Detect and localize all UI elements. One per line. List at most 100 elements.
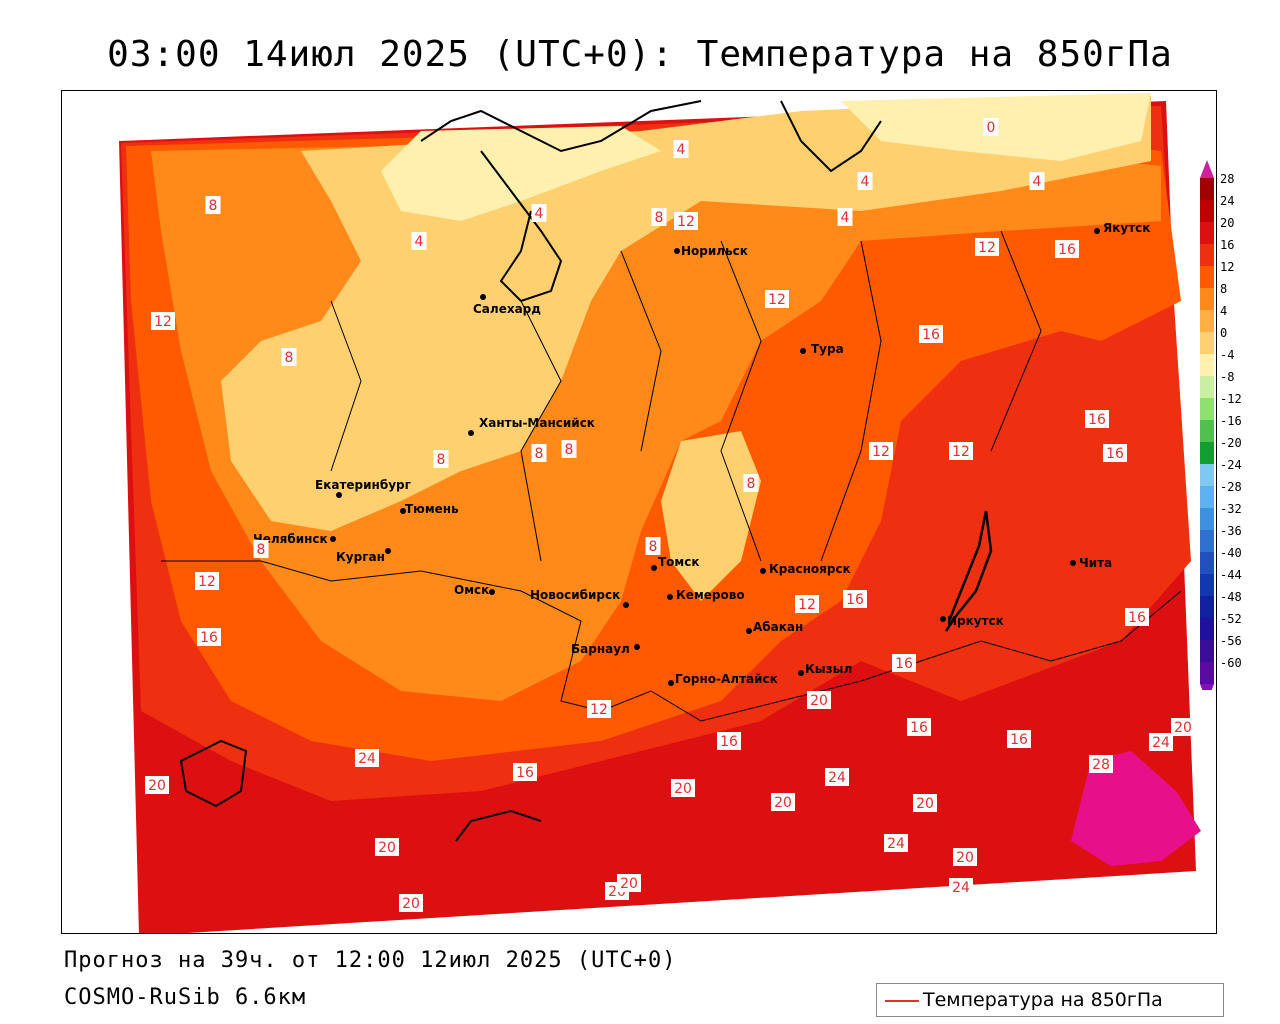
city-marker: Омск	[454, 583, 495, 597]
isotherm-label: 8	[743, 474, 759, 492]
city-marker: Тура	[800, 342, 844, 356]
city-marker: Тюмень	[400, 502, 459, 516]
isotherm-label-text: 16	[910, 720, 928, 736]
colorbar-segment	[1200, 266, 1214, 288]
city-dot	[800, 348, 806, 354]
isotherm-label: 12	[765, 290, 789, 308]
isotherm-label-text: 20	[1174, 720, 1192, 736]
city-label: Красноярск	[769, 562, 851, 576]
colorbar-tick-label: 0	[1220, 326, 1227, 340]
city-label: Томск	[658, 555, 700, 569]
isotherm-label: 8	[531, 444, 547, 462]
isotherm-label-bg	[375, 838, 399, 856]
isotherm-label-text: 4	[677, 142, 686, 158]
colorbar-segment	[1200, 310, 1214, 332]
isotherm-label-text: 4	[841, 210, 850, 226]
isotherm-label: 12	[949, 442, 973, 460]
city-dot	[634, 644, 640, 650]
isotherm-label: 8	[205, 196, 221, 214]
isotherm-label-bg	[651, 208, 667, 226]
colorbar-tick-label: -36	[1220, 524, 1242, 538]
isotherm-label: 12	[674, 212, 698, 230]
city-dot	[330, 536, 336, 542]
isotherm-label-bg	[673, 140, 689, 158]
isotherm-label-text: 16	[895, 656, 913, 672]
isotherm-label-bg	[645, 537, 661, 555]
isotherm-label-text: 0	[987, 120, 996, 136]
isotherm-label-text: 20	[148, 778, 166, 794]
isotherm-label-text: 8	[535, 446, 544, 462]
isotherm-label-bg	[151, 312, 175, 330]
city-dot	[798, 670, 804, 676]
city-label: Тюмень	[405, 502, 459, 516]
colorbar-segment	[1200, 596, 1214, 618]
isotherm-label-bg	[253, 540, 269, 558]
isotherm-label-bg	[411, 232, 427, 250]
isotherm-label: 8	[561, 440, 577, 458]
isotherm-label-text: 16	[200, 630, 218, 646]
isotherm-label: 12	[195, 572, 219, 590]
colorbar-segment	[1200, 178, 1214, 200]
colorbar-tick-label: -32	[1220, 502, 1242, 516]
isotherm-label: 24	[1149, 733, 1173, 751]
isotherm-label-bg	[145, 776, 169, 794]
isotherm-label: 20	[375, 838, 399, 856]
isotherm-label-text: 8	[257, 542, 266, 558]
city-label: Якутск	[1103, 221, 1150, 235]
city-label: Барнаул	[571, 642, 630, 656]
city-label: Абакан	[753, 620, 803, 634]
border-lines	[161, 230, 1182, 722]
city-marker: Челябинск	[253, 532, 336, 546]
city-marker: Красноярск	[760, 562, 851, 576]
zone-4-8-east	[661, 431, 761, 601]
isotherm-label: 16	[1007, 730, 1031, 748]
isotherm-label: 20	[913, 794, 937, 812]
isotherm-label-bg	[807, 691, 831, 709]
isotherm-label-text: 16	[922, 327, 940, 343]
isotherm-label-bg	[1085, 410, 1109, 428]
isotherm-label-bg	[587, 700, 611, 718]
isotherm-label-text: 12	[590, 702, 608, 718]
colorbar-segment	[1200, 618, 1214, 640]
city-dot	[746, 628, 752, 634]
isotherm-label: 16	[1125, 608, 1149, 626]
city-label: Екатеринбург	[315, 478, 411, 492]
city-label: Чита	[1079, 556, 1112, 570]
isotherm-label-bg	[907, 718, 931, 736]
city-label: Кызыл	[805, 662, 852, 676]
city-dot	[1094, 228, 1100, 234]
map-panel: Норильск Якутск Салехард Тура Ханты-Мансийск…	[61, 90, 1217, 934]
isotherm-label-bg	[531, 204, 547, 222]
isotherm-label: 16	[717, 732, 741, 750]
city-label: Тура	[811, 342, 844, 356]
colorbar-tick-label: -12	[1220, 392, 1242, 406]
city-marker: Курган	[336, 548, 391, 564]
colorbar-segment	[1200, 662, 1214, 684]
city-dot	[667, 594, 673, 600]
isotherm-label-bg	[513, 763, 537, 781]
isotherm-label-bg	[983, 118, 999, 136]
coastline-kara	[420, 100, 702, 303]
isotherm-label: 16	[907, 718, 931, 736]
isotherm-label: 16	[892, 654, 916, 672]
isotherm-label-bg	[919, 325, 943, 343]
isotherm-label-text: 24	[828, 770, 846, 786]
isotherm-label-text: 8	[285, 350, 294, 366]
city-label: Новосибирск	[530, 588, 620, 602]
coastline-arctic-east	[780, 100, 882, 173]
isotherm-label-text: 8	[649, 539, 658, 555]
isotherm-label-text: 20	[378, 840, 396, 856]
isotherm-label-text: 12	[198, 574, 216, 590]
colorbar-tick-label: -4	[1220, 348, 1234, 362]
colorbar-segment	[1200, 640, 1214, 662]
isotherm-label: 8	[645, 537, 661, 555]
colorbar-segment	[1200, 442, 1214, 464]
isotherm-label: 8	[281, 348, 297, 366]
city-label: Салехард	[473, 302, 541, 316]
city-label: Омск	[454, 583, 489, 597]
city-marker: Горно-Алтайск	[668, 672, 778, 686]
city-label: Горно-Алтайск	[675, 672, 778, 686]
city-label: Курган	[336, 550, 385, 564]
colorbar-segment	[1200, 354, 1214, 376]
forecast-info: Прогноз на 39ч. от 12:00 12июл 2025 (UTC…	[64, 948, 677, 973]
